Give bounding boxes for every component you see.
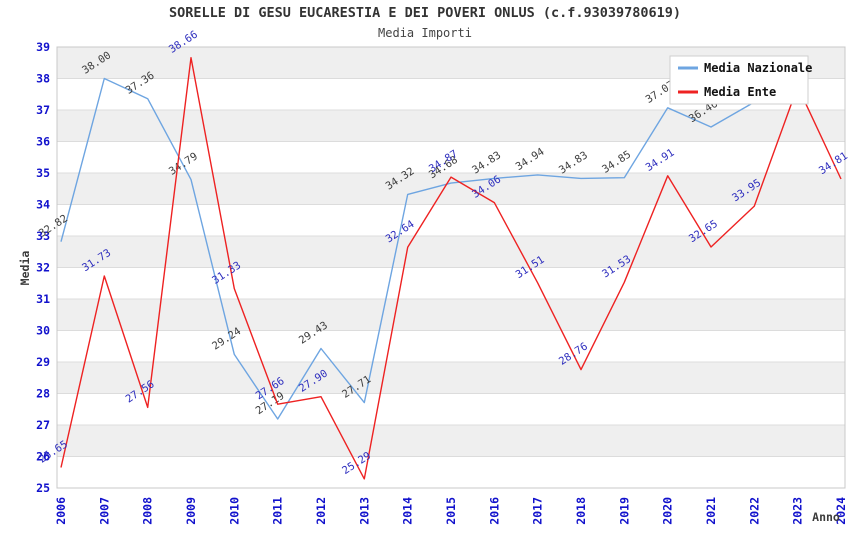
y-tick-label: 31 (36, 292, 50, 306)
y-tick-label: 38 (36, 72, 50, 86)
y-tick-label: 32 (36, 261, 50, 275)
grid-band (57, 299, 845, 331)
grid-band (57, 204, 845, 236)
line-media-nazionale (60, 77, 755, 420)
x-tick-label: 2019 (617, 497, 631, 525)
x-tick-label: 2010 (227, 497, 241, 525)
x-axis-title: Anno (812, 510, 840, 524)
x-tick-label: 2022 (747, 497, 761, 525)
grid-band (57, 425, 845, 457)
plot-area: 25 26 27 28 29 30 31 32 33 34 35 36 37 38 39 2006 2007 20… (36, 40, 848, 525)
y-tick-label: 35 (36, 166, 50, 180)
chart-title: SORELLE DI GESU EUCARESTIA E DEI POVERI … (169, 5, 681, 21)
x-tick-label: 2023 (791, 497, 805, 525)
y-axis-title: Media (18, 251, 32, 286)
grid-band (57, 393, 845, 425)
grid-band (57, 362, 845, 394)
legend-label-media-ente: Media Ente (704, 85, 776, 99)
legend: Media Nazionale Media Ente (669, 55, 812, 105)
x-tick-label: 2015 (444, 497, 458, 525)
grid-band (57, 456, 845, 488)
grid-band (57, 330, 845, 362)
y-tick-label: 34 (36, 198, 50, 212)
y-tick-label: 33 (36, 229, 50, 243)
y-tick-label: 27 (36, 418, 50, 432)
grid-band (57, 267, 845, 299)
x-tick-label: 2020 (661, 497, 675, 525)
y-tick-label: 30 (36, 324, 50, 338)
x-tick-label: 2006 (54, 497, 68, 525)
y-tick-label: 26 (36, 450, 50, 464)
y-tick-label: 29 (36, 355, 50, 369)
x-tick-label: 2016 (487, 497, 501, 525)
grid-band (57, 236, 845, 268)
x-tick-label: 2021 (704, 497, 718, 525)
y-tick-label: 36 (36, 135, 50, 149)
y-tick-label: 28 (36, 387, 50, 401)
y-tick-label: 37 (36, 103, 50, 117)
y-tick-label: 39 (36, 40, 50, 54)
chart-subtitle: Media Importi (378, 26, 472, 40)
x-tick-label: 2024 (834, 497, 848, 525)
grid-band (57, 110, 845, 142)
x-tick-label: 2018 (574, 497, 588, 525)
x-tick-label: 2014 (401, 497, 415, 525)
x-tick-label: 2007 (97, 497, 111, 525)
grid-band (57, 141, 845, 173)
legend-box (669, 55, 809, 105)
x-tick-label: 2008 (141, 497, 155, 525)
legend-label-media-nazionale: Media Nazionale (704, 61, 812, 75)
x-tick-label: 2009 (184, 497, 198, 525)
x-tick-label: 2017 (531, 497, 545, 525)
line-media-ente (60, 57, 842, 480)
x-tick-label: 2013 (357, 497, 371, 525)
plot-border (56, 46, 846, 489)
x-tick-label: 2011 (271, 497, 285, 525)
y-tick-label: 25 (36, 481, 50, 495)
x-tick-label: 2012 (314, 497, 328, 525)
